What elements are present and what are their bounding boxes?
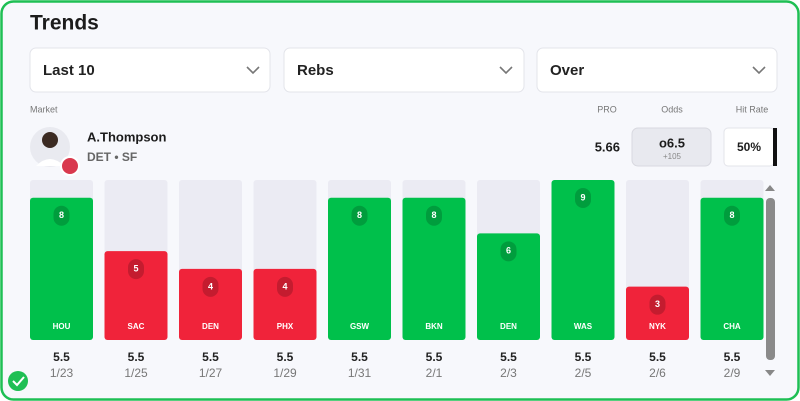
title: Trends bbox=[30, 12, 99, 35]
value-pill bbox=[426, 205, 442, 226]
dropdown-label[interactable]: Last 10 bbox=[43, 62, 95, 79]
bar bbox=[104, 251, 168, 340]
value-label: 4 bbox=[208, 281, 213, 291]
chevron bbox=[752, 66, 766, 75]
date-label: 2/3 bbox=[500, 366, 517, 380]
date-label: 2/6 bbox=[649, 366, 666, 380]
dropdown[interactable] bbox=[29, 47, 271, 93]
value-label: 8 bbox=[357, 210, 362, 220]
line-label: 5.5 bbox=[649, 350, 666, 364]
line-label: 5.5 bbox=[128, 350, 145, 364]
scroll-down[interactable] bbox=[765, 370, 775, 376]
value-label: 6 bbox=[506, 246, 511, 256]
date-label: 1/27 bbox=[199, 366, 223, 380]
team-label: SAC bbox=[128, 322, 145, 331]
bar bbox=[328, 197, 391, 340]
line-label: 5.5 bbox=[500, 350, 517, 364]
odds-box[interactable] bbox=[631, 127, 712, 167]
date-label: 2/9 bbox=[724, 366, 741, 380]
scroll-up[interactable] bbox=[765, 185, 775, 191]
player-name: A.Thompson bbox=[87, 129, 166, 144]
column-label: PRO bbox=[597, 104, 617, 114]
bar bbox=[477, 233, 540, 340]
column-label: Market bbox=[30, 104, 58, 114]
value-label: 3 bbox=[655, 299, 660, 309]
team-label: DEN bbox=[500, 322, 517, 331]
team-label: DEN bbox=[202, 322, 219, 331]
hit-rate: 50% bbox=[737, 140, 761, 154]
value-label: 8 bbox=[59, 210, 64, 220]
value-pill bbox=[202, 276, 219, 297]
player-team: DET • SF bbox=[87, 150, 137, 164]
dropdown-label[interactable]: Over bbox=[550, 62, 584, 79]
team-label: WAS bbox=[574, 322, 593, 331]
check-mark bbox=[12, 376, 25, 387]
team-label: GSW bbox=[350, 322, 370, 331]
pro-value: 5.66 bbox=[595, 139, 620, 154]
line-label: 5.5 bbox=[351, 350, 368, 364]
avatar-head bbox=[42, 132, 58, 148]
chevron bbox=[499, 66, 513, 75]
value-label: 9 bbox=[580, 192, 585, 202]
dropdown[interactable] bbox=[536, 47, 778, 93]
value-pill bbox=[649, 294, 666, 315]
line-label: 5.5 bbox=[53, 350, 70, 364]
status-check bbox=[8, 371, 28, 391]
bar bbox=[700, 197, 764, 340]
filter-market[interactable]: Rebs bbox=[283, 47, 525, 93]
date-label: 1/25 bbox=[124, 366, 148, 380]
date-label: 1/31 bbox=[348, 366, 372, 380]
date-label: 1/29 bbox=[273, 366, 297, 380]
team-label: BKN bbox=[425, 322, 443, 331]
value-pill bbox=[500, 241, 517, 262]
bar bbox=[402, 197, 466, 340]
value-pill bbox=[351, 205, 368, 226]
line-label: 5.5 bbox=[277, 350, 294, 364]
team-label: PHX bbox=[277, 322, 294, 331]
value-pill bbox=[575, 188, 591, 208]
line-label: 5.5 bbox=[202, 350, 219, 364]
value-label: 4 bbox=[282, 281, 287, 291]
date-label: 2/1 bbox=[426, 366, 443, 380]
team-label: CHA bbox=[723, 322, 741, 331]
date-label: 1/23 bbox=[50, 366, 74, 380]
bar bbox=[253, 268, 317, 340]
team-badge bbox=[60, 156, 80, 176]
odds-price: +105 bbox=[663, 152, 682, 161]
line-label: 5.5 bbox=[575, 350, 592, 364]
column-label: Odds bbox=[661, 104, 683, 114]
scrollbar[interactable] bbox=[766, 198, 775, 360]
bar bbox=[179, 268, 242, 340]
hit-rate-accent bbox=[773, 128, 777, 166]
value-label: 8 bbox=[729, 210, 734, 220]
value-label: 5 bbox=[133, 263, 138, 273]
date-label: 2/5 bbox=[575, 366, 592, 380]
dropdown-label[interactable]: Rebs bbox=[297, 62, 334, 79]
value-pill bbox=[724, 205, 740, 226]
team-label: NYK bbox=[649, 322, 666, 331]
column-label: Hit Rate bbox=[736, 104, 769, 114]
avatar-jersey bbox=[36, 159, 64, 166]
filter-last[interactable]: Last 10 bbox=[29, 47, 271, 93]
line-label: 5.5 bbox=[724, 350, 741, 364]
chevron bbox=[246, 66, 260, 75]
value-pill bbox=[128, 259, 144, 280]
filter-side[interactable]: Over bbox=[536, 47, 778, 93]
bar bbox=[551, 180, 615, 340]
dropdown[interactable] bbox=[283, 47, 525, 93]
value-pill bbox=[53, 205, 70, 226]
line-label: 5.5 bbox=[426, 350, 443, 364]
bar bbox=[30, 197, 93, 340]
team-label: HOU bbox=[53, 322, 71, 331]
value-pill bbox=[277, 276, 293, 297]
value-label: 8 bbox=[431, 210, 436, 220]
bar bbox=[626, 286, 689, 340]
odds-line: o6.5 bbox=[659, 135, 685, 150]
